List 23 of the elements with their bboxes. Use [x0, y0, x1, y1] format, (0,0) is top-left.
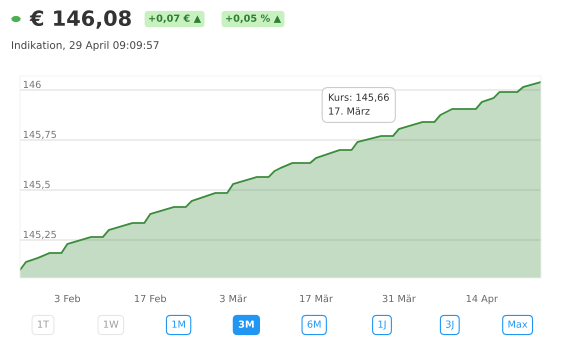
- annotation: Kurs: 145,66 17. März: [328, 94, 389, 115]
- y-tick-label: 145,25: [24, 230, 56, 240]
- x-tick-label: 31 Mär: [382, 294, 416, 302]
- text: 1W: [104, 320, 118, 328]
- y-tick-label: 145,75: [24, 130, 56, 140]
- text: +0,05 % ▲: [226, 14, 282, 24]
- x-tick-label: 14 Apr: [466, 294, 498, 304]
- x-tick-label: 17 Mär: [300, 294, 333, 302]
- text: +0,07 € ▲: [149, 14, 202, 24]
- text: 1J: [378, 320, 386, 330]
- x-tick-label: 17 Feb: [134, 294, 166, 302]
- text: 3M: [238, 320, 254, 328]
- text: 1T: [38, 320, 50, 328]
- text: 1M: [172, 320, 185, 328]
- text: 6M: [308, 320, 321, 328]
- x-tick-label: 3 Mär: [220, 294, 247, 302]
- chart-subtitle: Indikation, 29 April 09:09:57: [12, 40, 159, 52]
- x-tick-label: 3 Feb: [54, 294, 80, 302]
- chart-title: € 146,08: [30, 10, 131, 29]
- text: 3J: [446, 320, 454, 330]
- y-tick-label: 145,5: [24, 180, 50, 190]
- y-tick-label: 146: [24, 80, 41, 88]
- text: Max: [508, 320, 528, 328]
